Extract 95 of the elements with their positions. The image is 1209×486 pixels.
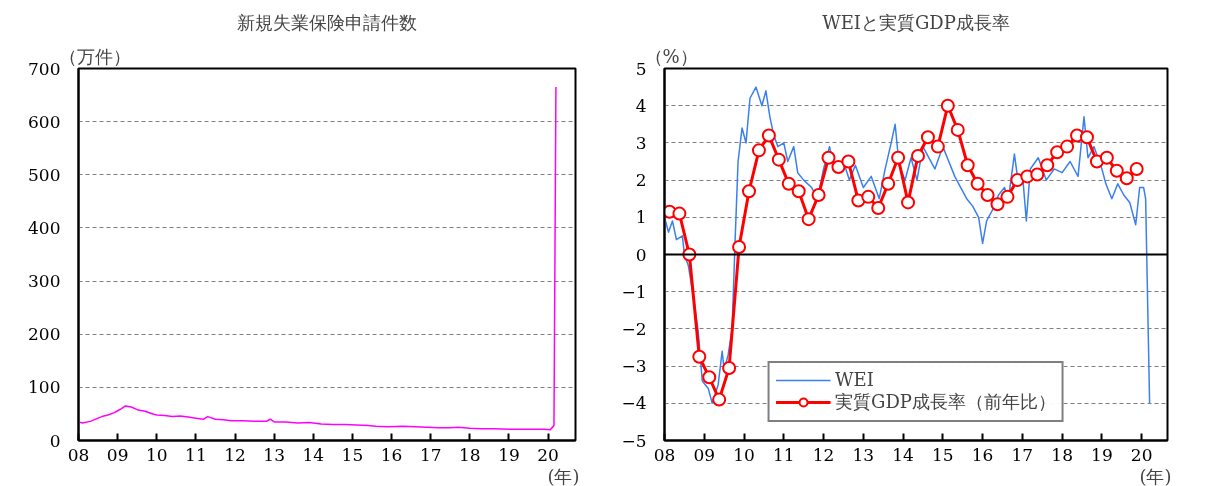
point: [811, 187, 826, 202]
point: [791, 184, 806, 199]
point: [771, 152, 786, 167]
point: [1099, 150, 1114, 165]
point: [672, 206, 687, 221]
point: [1119, 171, 1134, 186]
y-tick-label: 600: [28, 111, 61, 132]
x-tick-label: 11: [185, 444, 207, 465]
chart-title: WEIと実質GDP成長率: [822, 11, 1010, 33]
y-tick-label: 5: [635, 58, 647, 79]
point: [781, 176, 796, 191]
x-tick-label: 20: [1130, 444, 1153, 465]
x-tick-label: 17: [419, 444, 442, 465]
point: [801, 212, 816, 227]
point: [1079, 130, 1094, 145]
point: [980, 187, 995, 202]
point: [712, 392, 727, 407]
x-tick-label: 16: [380, 444, 403, 465]
x-tick-label: 12: [224, 444, 246, 465]
y-tick-label: 100: [28, 377, 61, 398]
point: [751, 143, 766, 158]
y-axis-title: （%）: [644, 45, 698, 67]
point: [1060, 139, 1075, 154]
point: [871, 201, 886, 215]
x-tick-label: 17: [1011, 444, 1034, 465]
point: [940, 98, 955, 113]
point: [692, 349, 707, 364]
y-tick-label: 4: [635, 95, 647, 116]
x-tick-label: 16: [971, 444, 994, 465]
point: [901, 195, 916, 210]
x-tick-label: 10: [733, 444, 755, 465]
x-tick-label: 14: [892, 444, 914, 465]
point: [990, 197, 1005, 212]
y-tick-label: −4: [621, 393, 647, 414]
point: [702, 370, 717, 385]
point: [742, 184, 756, 199]
point: [881, 176, 896, 191]
point: [831, 160, 846, 175]
point: [722, 360, 737, 375]
x-tick-label: 10: [145, 444, 168, 465]
y-tick-label: −1: [621, 281, 647, 302]
y-axis-title: （万件）: [58, 45, 131, 67]
y-tick-label: −2: [621, 318, 647, 339]
line-series: [78, 86, 557, 431]
point: [1050, 145, 1065, 160]
x-axis-title: (年): [1139, 465, 1172, 486]
point: [841, 154, 856, 169]
x-tick-label: 09: [693, 444, 716, 465]
y-tick-label: 300: [28, 271, 61, 292]
legend-label: WEI: [835, 369, 874, 390]
point: [1129, 161, 1144, 176]
x-tick-label: 14: [302, 444, 325, 465]
x-tick-label: 13: [263, 444, 285, 465]
x-tick-label: 20: [537, 444, 559, 465]
point: [1000, 189, 1015, 204]
x-tick-label: 08: [67, 444, 90, 465]
x-tick-label: 13: [852, 444, 875, 465]
point: [821, 150, 836, 165]
point: [930, 139, 945, 154]
point: [910, 148, 925, 163]
x-tick-label: 15: [932, 444, 954, 465]
legend-label: 実質GDP成長率（前年比）: [835, 390, 1056, 414]
y-tick-label: 2: [635, 170, 647, 191]
point: [960, 158, 975, 173]
y-tick-label: 1: [635, 207, 647, 228]
chart-title: 新規失業保険申請件数: [237, 11, 417, 33]
point: [891, 150, 906, 165]
x-tick-label: 19: [1091, 444, 1113, 465]
x-tick-label: 11: [772, 444, 795, 465]
point: [970, 176, 985, 191]
x-axis-title: (年): [547, 465, 580, 486]
point: [861, 189, 876, 204]
point: [1030, 167, 1045, 182]
y-tick-label: 0: [49, 430, 61, 451]
y-tick-label: 500: [28, 164, 61, 185]
y-tick-label: 700: [28, 58, 61, 79]
point: [920, 130, 935, 145]
point: [950, 122, 965, 137]
point: [761, 128, 776, 143]
y-tick-label: 400: [28, 217, 61, 238]
y-tick-label: 200: [28, 324, 61, 345]
x-tick-label: 08: [653, 444, 676, 465]
x-tick-label: 12: [812, 444, 835, 465]
x-tick-label: 18: [1051, 444, 1073, 465]
x-tick-label: 18: [459, 444, 481, 465]
x-tick-label: 19: [498, 444, 520, 465]
point: [1109, 163, 1124, 178]
y-tick-label: 0: [635, 244, 647, 265]
point: [732, 240, 747, 255]
x-tick-label: 15: [341, 444, 364, 465]
y-tick-label: −3: [621, 356, 647, 377]
y-tick-label: −5: [621, 430, 647, 451]
y-tick-label: 3: [635, 132, 647, 153]
x-tick-label: 09: [106, 444, 129, 465]
point: [1040, 158, 1055, 173]
